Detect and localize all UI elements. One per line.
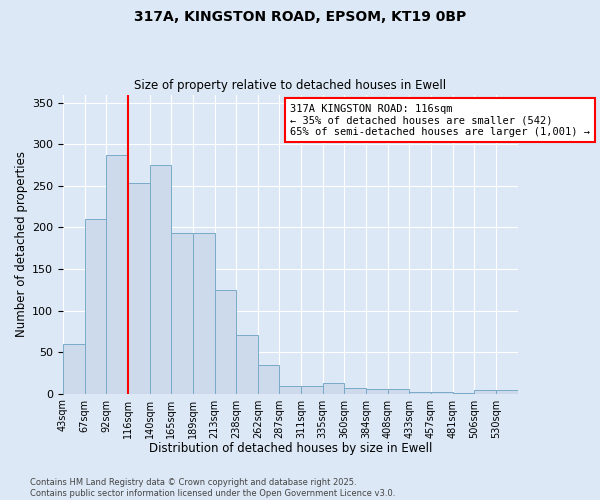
- Bar: [149, 165, 171, 394]
- Bar: [452, 393, 474, 394]
- Bar: [366, 390, 388, 394]
- Bar: [236, 336, 258, 394]
- Bar: [323, 383, 344, 394]
- Text: Contains HM Land Registry data © Crown copyright and database right 2025.
Contai: Contains HM Land Registry data © Crown c…: [30, 478, 395, 498]
- Bar: [171, 234, 193, 394]
- Bar: [474, 390, 496, 394]
- Bar: [85, 219, 106, 394]
- Bar: [63, 344, 85, 394]
- Bar: [258, 364, 280, 394]
- Text: 317A, KINGSTON ROAD, EPSOM, KT19 0BP: 317A, KINGSTON ROAD, EPSOM, KT19 0BP: [134, 10, 466, 24]
- Bar: [193, 234, 215, 394]
- X-axis label: Distribution of detached houses by size in Ewell: Distribution of detached houses by size …: [149, 442, 432, 455]
- Bar: [344, 388, 366, 394]
- Bar: [431, 392, 452, 394]
- Text: 317A KINGSTON ROAD: 116sqm
← 35% of detached houses are smaller (542)
65% of sem: 317A KINGSTON ROAD: 116sqm ← 35% of deta…: [290, 104, 590, 136]
- Bar: [388, 390, 409, 394]
- Title: Size of property relative to detached houses in Ewell: Size of property relative to detached ho…: [134, 79, 446, 92]
- Bar: [128, 184, 149, 394]
- Bar: [215, 290, 236, 394]
- Bar: [301, 386, 323, 394]
- Bar: [409, 392, 431, 394]
- Bar: [496, 390, 517, 394]
- Bar: [106, 155, 128, 394]
- Bar: [280, 386, 301, 394]
- Y-axis label: Number of detached properties: Number of detached properties: [15, 151, 28, 337]
